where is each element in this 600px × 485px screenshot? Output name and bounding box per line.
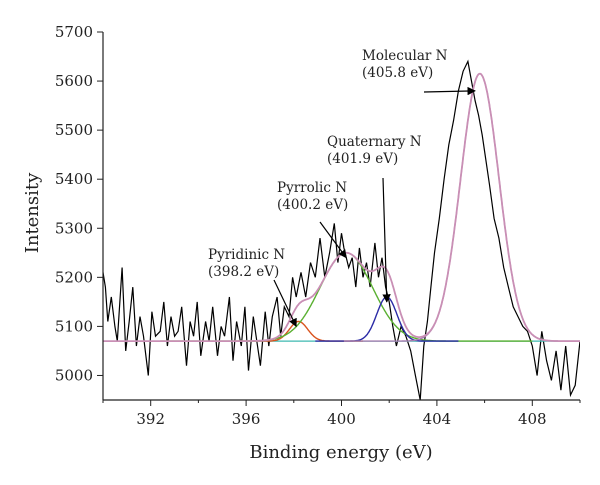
plot-area bbox=[103, 59, 580, 400]
x-axis-title: Binding energy (eV) bbox=[249, 442, 432, 463]
annotation-value-2: (400.2 eV) bbox=[277, 197, 348, 213]
axes: 5000 5100 5200 5300 5400 5500 5600 5700 392 396 40… bbox=[55, 23, 581, 428]
annotation-label-0: Molecular N bbox=[362, 48, 448, 64]
annotations: Molecular N(405.8 eV) Quaternary N(401.9 … bbox=[208, 48, 476, 328]
x-tick-label-408: 408 bbox=[518, 410, 547, 428]
annotation-value-1: (401.9 eV) bbox=[327, 151, 398, 167]
x-tick-label-404: 404 bbox=[423, 410, 452, 428]
annotation-arrow-0 bbox=[423, 86, 476, 96]
y-tick-label-5700: 5700 bbox=[55, 23, 93, 41]
y-tick-label-5300: 5300 bbox=[55, 219, 93, 237]
annotation-value-3: (398.2 eV) bbox=[208, 264, 279, 280]
y-tick-label-5500: 5500 bbox=[55, 121, 93, 139]
annotation-arrow-3 bbox=[273, 279, 297, 328]
y-tick-label-5200: 5200 bbox=[55, 268, 93, 286]
annotation-arrow-2 bbox=[319, 221, 347, 259]
x-tick-label-392: 392 bbox=[136, 410, 165, 428]
annotation-value-0: (405.8 eV) bbox=[362, 65, 433, 81]
y-tick-label-5400: 5400 bbox=[55, 170, 93, 188]
annotation-label-3: Pyridinic N bbox=[208, 247, 285, 263]
raw-spectrum-line bbox=[103, 59, 580, 400]
y-tick-label-5000: 5000 bbox=[55, 366, 93, 384]
y-tick-label-5600: 5600 bbox=[55, 72, 93, 90]
annotation-label-1: Quaternary N bbox=[327, 134, 422, 150]
plot-clip bbox=[103, 59, 580, 400]
annotation-arrow-1 bbox=[382, 177, 391, 303]
x-tick-label-396: 396 bbox=[232, 410, 261, 428]
y-axis-title: Intensity bbox=[22, 172, 43, 253]
x-tick-label-400: 400 bbox=[327, 410, 356, 428]
y-tick-label-5100: 5100 bbox=[55, 317, 93, 335]
annotation-label-2: Pyrrolic N bbox=[277, 180, 347, 196]
